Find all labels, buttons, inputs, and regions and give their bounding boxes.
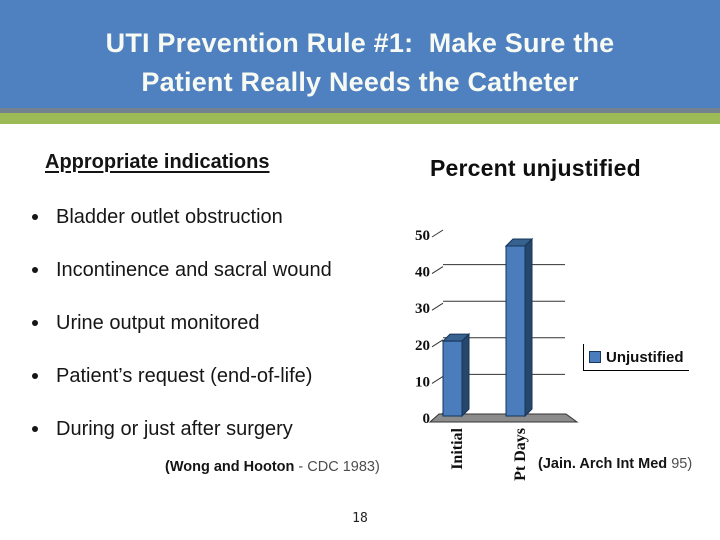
y-axis-label: 0 — [423, 411, 431, 427]
chart-floor — [428, 413, 579, 423]
appropriate-indications-heading: Appropriate indications — [45, 151, 270, 173]
y-axis-label: 40 — [415, 265, 430, 281]
citation-bold-part: (Jain. Arch Int Med — [538, 456, 668, 472]
x-axis-category-label: Initial — [449, 427, 466, 469]
list-item-label: Incontinence and sacral wound — [56, 259, 332, 281]
citation-rest-part: 95) — [667, 456, 693, 472]
list-item-label: During or just after surgery — [56, 418, 293, 440]
bullet-icon — [32, 267, 38, 273]
axis-tick — [431, 375, 444, 384]
axis-tick — [431, 339, 444, 348]
legend-swatch-icon — [589, 351, 601, 363]
bar — [442, 340, 463, 417]
y-axis-label: 20 — [415, 338, 430, 354]
list-item-label: Bladder outlet obstruction — [56, 206, 283, 228]
bullet-icon — [32, 320, 38, 326]
page-number: 18 — [352, 511, 368, 526]
axis-tick — [431, 229, 444, 238]
bar — [505, 245, 526, 417]
list-item-label: Urine output monitored — [56, 312, 260, 334]
header-divider-gray — [0, 108, 720, 113]
list-item: Patient’s request (end-of-life) — [28, 364, 418, 388]
header-divider-green — [0, 113, 720, 124]
bar-side-face — [524, 237, 533, 418]
axis-tick — [431, 302, 444, 311]
list-item: Urine output monitored — [28, 311, 418, 335]
list-item: Bladder outlet obstruction — [28, 205, 418, 229]
slide-title: UTI Prevention Rule #1: Make Sure the Pa… — [0, 0, 720, 102]
citation-bold-part: (Wong and Hooton — [165, 459, 295, 475]
y-axis-label: 30 — [415, 301, 430, 317]
chart-title: Percent unjustified — [430, 155, 641, 181]
x-axis-category-label: Pt Days — [512, 428, 529, 481]
y-axis-label: 50 — [415, 228, 430, 244]
list-item: Incontinence and sacral wound — [28, 258, 418, 282]
axis-tick — [431, 266, 444, 275]
legend-label: Unjustified — [606, 348, 684, 366]
chart-legend: Unjustified — [583, 344, 689, 371]
slide-title-line2: Patient Really Needs the Catheter — [141, 67, 579, 97]
citation-wong-hooton: (Wong and Hooton - CDC 1983) — [165, 459, 380, 475]
bar-chart: 0 10 20 30 40 50 Initial Pt Days — [415, 228, 579, 481]
bullet-icon — [32, 373, 38, 379]
y-axis-label: 10 — [415, 374, 430, 390]
citation-jain: (Jain. Arch Int Med 95) — [538, 456, 692, 472]
slide-header: UTI Prevention Rule #1: Make Sure the Pa… — [0, 0, 720, 108]
list-item: During or just after surgery — [28, 417, 418, 441]
bar-side-face — [461, 332, 470, 418]
list-item-label: Patient’s request (end-of-life) — [56, 365, 313, 387]
citation-rest-part: - CDC 1983) — [294, 459, 380, 475]
slide-title-line1: UTI Prevention Rule #1: Make Sure the — [105, 28, 615, 58]
bullet-icon — [32, 214, 38, 220]
indications-list: Bladder outlet obstruction Incontinence … — [28, 205, 418, 470]
bullet-icon — [32, 426, 38, 432]
